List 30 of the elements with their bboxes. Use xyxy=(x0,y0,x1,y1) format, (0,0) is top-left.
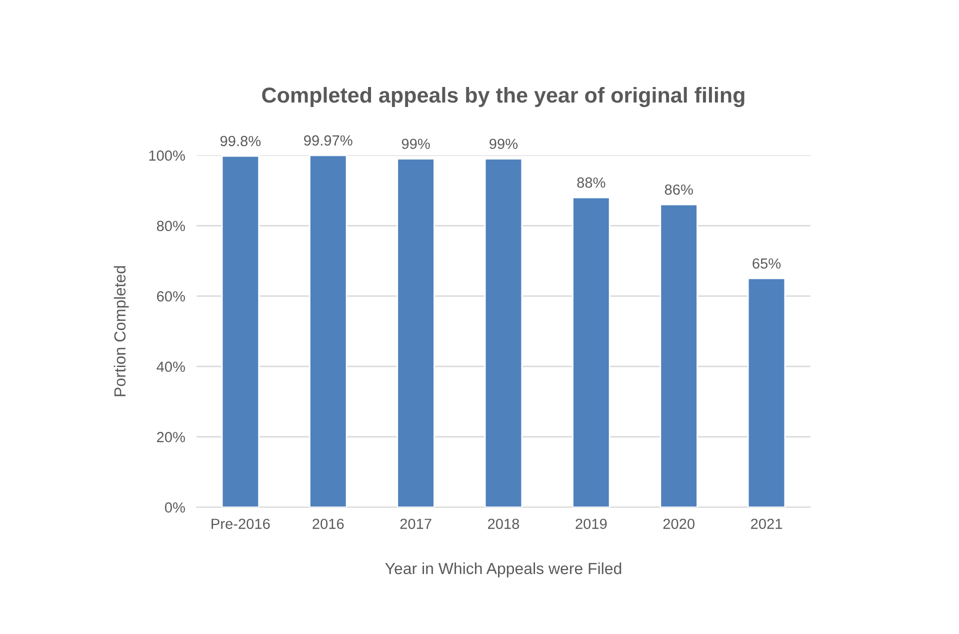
x-tick-label: 2017 xyxy=(400,518,432,530)
data-label: 88% xyxy=(577,177,606,188)
x-axis-title: Year in Which Appeals were Filed xyxy=(385,562,622,578)
bar xyxy=(747,278,786,508)
data-label: 99.8% xyxy=(220,136,261,146)
bar xyxy=(221,155,260,508)
bar xyxy=(660,204,698,508)
bar xyxy=(396,158,435,508)
bar xyxy=(572,196,610,508)
y-tick-label: 80% xyxy=(156,220,185,232)
x-tick-label: Pre-2016 xyxy=(212,518,270,530)
bar xyxy=(309,155,348,508)
data-label: 99% xyxy=(490,138,518,150)
data-label: 86% xyxy=(664,184,693,195)
data-label: 65% xyxy=(752,258,781,269)
y-tick-label: 100% xyxy=(149,150,185,161)
y-tick-label: 60% xyxy=(157,291,185,302)
bar xyxy=(484,158,523,508)
x-tick-label: 2021 xyxy=(751,518,782,530)
y-axis-title: Portion Completed xyxy=(114,266,129,396)
chart-title: Completed appeals by the year of original filing xyxy=(262,86,744,108)
x-tick-label: 2019 xyxy=(576,518,607,530)
x-tick-label: 2016 xyxy=(312,518,344,530)
y-tick-label: 40% xyxy=(156,362,185,372)
x-tick-label: 2020 xyxy=(663,518,694,530)
y-tick-label: 20% xyxy=(157,432,185,442)
x-tick-label: 2018 xyxy=(488,518,520,530)
y-tick-label: 0% xyxy=(164,502,185,513)
data-label: 99.97% xyxy=(304,135,352,146)
data-label: 99% xyxy=(402,138,430,150)
